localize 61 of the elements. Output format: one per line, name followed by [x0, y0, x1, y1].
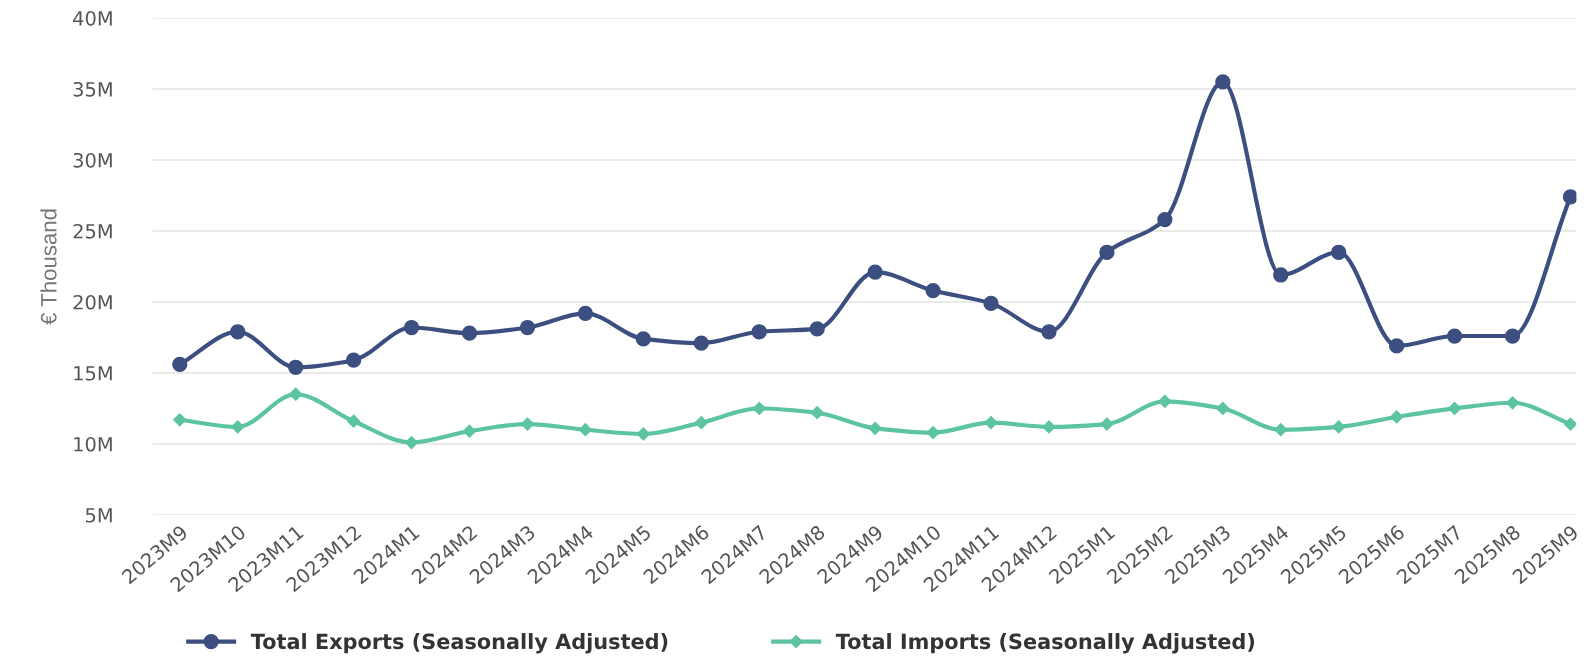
- point: [461, 325, 478, 341]
- point: [1504, 328, 1521, 344]
- point: [231, 420, 245, 434]
- point: [1274, 423, 1288, 437]
- point: [1562, 189, 1577, 205]
- y-axis-title: € Thousand: [40, 209, 57, 325]
- point: [1158, 394, 1172, 408]
- point: [403, 319, 420, 336]
- point: [1100, 417, 1114, 431]
- y-tick-label: 40M: [73, 10, 112, 26]
- point: [694, 416, 708, 430]
- point: [1505, 396, 1520, 410]
- point: [1041, 324, 1057, 340]
- point: [1448, 401, 1462, 416]
- point: [868, 421, 882, 435]
- point: [751, 324, 767, 340]
- point: [288, 359, 304, 375]
- point: [1332, 420, 1346, 434]
- point: [1042, 420, 1056, 434]
- point: [984, 416, 998, 430]
- point: [1216, 401, 1230, 416]
- point: [289, 387, 303, 401]
- point: [1390, 410, 1404, 424]
- legend-label: Total Imports (Seasonally Adjusted): [835, 633, 1255, 654]
- point: [577, 305, 594, 321]
- point: [173, 413, 187, 427]
- point: [636, 427, 650, 441]
- point: [1446, 328, 1463, 344]
- point: [230, 324, 246, 340]
- point: [1157, 211, 1173, 228]
- point: [520, 417, 535, 431]
- point: [925, 282, 941, 299]
- y-tick-label: 25M: [73, 223, 112, 239]
- y-tick-label: 35M: [73, 81, 112, 97]
- y-tick-label: 20M: [73, 294, 112, 310]
- point: [810, 406, 824, 420]
- point: [867, 264, 883, 280]
- y-tick-label: 5M: [86, 508, 112, 523]
- point: [693, 335, 709, 351]
- point: [172, 356, 188, 373]
- point: [635, 331, 651, 347]
- point: [462, 424, 477, 438]
- y-tick-label: 30M: [73, 152, 112, 168]
- point: [1273, 267, 1289, 283]
- point: [1331, 244, 1347, 260]
- point: [345, 352, 362, 368]
- point: [983, 295, 999, 312]
- legend-label: Total Exports (Seasonally Adjusted): [250, 633, 668, 654]
- point: [809, 321, 825, 337]
- point: [926, 425, 940, 440]
- point: [519, 319, 536, 336]
- point: [347, 414, 361, 428]
- point: [1099, 244, 1115, 260]
- point: [1215, 74, 1231, 90]
- y-tick-label: 10M: [74, 436, 112, 452]
- point: [752, 401, 766, 416]
- y-tick-label: 15M: [74, 366, 112, 381]
- point: [578, 423, 592, 437]
- point: [404, 435, 419, 450]
- point: [1389, 338, 1405, 354]
- point: [1563, 417, 1577, 431]
